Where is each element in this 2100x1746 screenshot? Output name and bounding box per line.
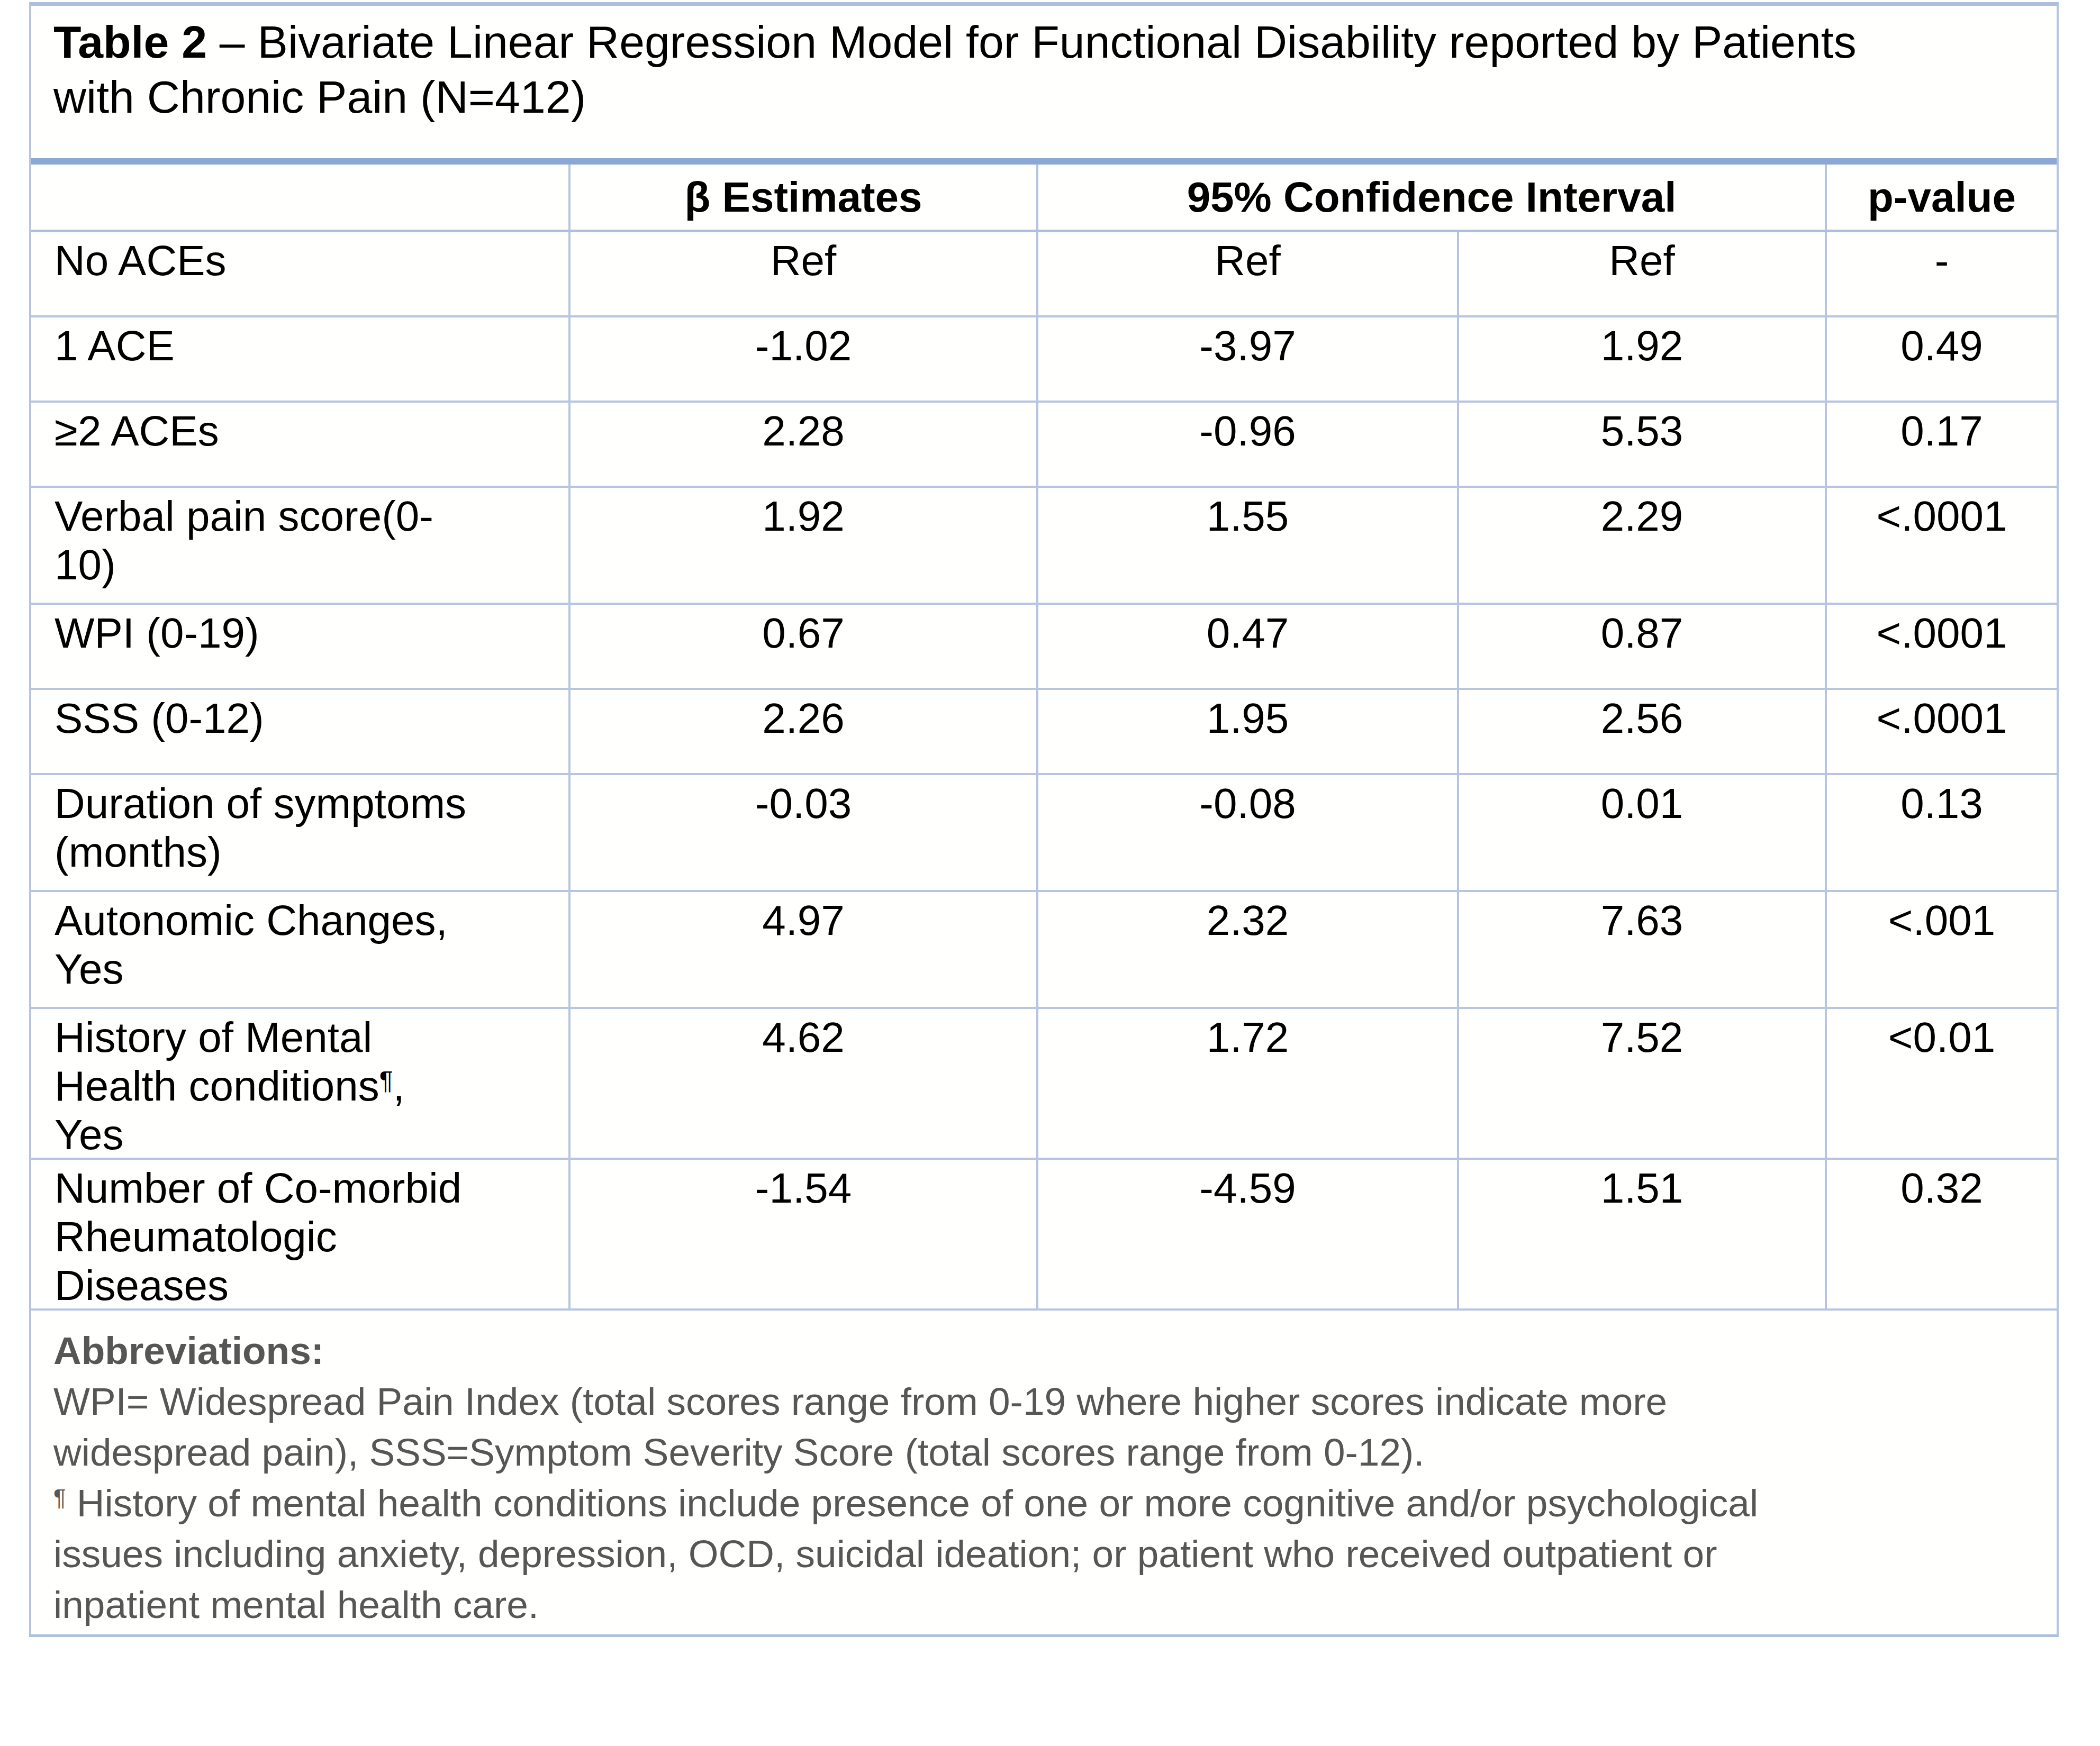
beta-estimate: 4.62 (571, 1009, 1038, 1158)
beta-estimate: 2.28 (571, 403, 1038, 486)
ci-upper: 5.53 (1459, 403, 1827, 486)
row-label: SSS (0-12) (31, 690, 571, 773)
p-value: 0.49 (1827, 317, 2057, 401)
ci-lower: -0.08 (1038, 775, 1459, 890)
table-number: Table 2 (53, 16, 207, 67)
table-caption: – Bivariate Linear Regression Model for … (53, 16, 1857, 122)
ci-lower: -4.59 (1038, 1160, 1459, 1308)
header-p-value: p-value (1827, 165, 2057, 230)
ci-lower: 2.32 (1038, 892, 1459, 1007)
ci-lower: 1.95 (1038, 690, 1459, 773)
beta-estimate: -1.54 (571, 1160, 1038, 1308)
row-label: Verbal pain score(0- 10) (31, 488, 571, 603)
table-row-wpi: WPI (0-19) 0.67 0.47 0.87 <.0001 (31, 605, 2057, 690)
ci-upper: Ref (1459, 232, 1827, 315)
beta-estimate: Ref (571, 232, 1038, 315)
table-row-verbal-pain-score: Verbal pain score(0- 10) 1.92 1.55 2.29 … (31, 488, 2057, 605)
ci-upper: 0.01 (1459, 775, 1827, 890)
footnotes-block: Abbreviations: WPI= Widespread Pain Inde… (31, 1311, 2057, 1634)
ci-upper: 2.29 (1459, 488, 1827, 603)
ci-lower: -0.96 (1038, 403, 1459, 486)
beta-estimate: -1.02 (571, 317, 1038, 401)
ci-upper: 1.92 (1459, 317, 1827, 401)
table-row-1-ace: 1 ACE -1.02 -3.97 1.92 0.49 (31, 317, 2057, 403)
p-value: 0.17 (1827, 403, 2057, 486)
row-label: Duration of symptoms (months) (31, 775, 571, 890)
beta-estimate: 0.67 (571, 605, 1038, 688)
table-row-comorbid-rheumatologic: Number of Co-morbid Rheumatologic Diseas… (31, 1160, 2057, 1311)
row-label: ≥2 ACEs (31, 403, 571, 486)
p-value: <.0001 (1827, 488, 2057, 603)
ci-lower: 1.55 (1038, 488, 1459, 603)
ci-upper: 2.56 (1459, 690, 1827, 773)
header-empty-cell (31, 165, 571, 230)
abbreviations-heading: Abbreviations: (53, 1325, 2020, 1376)
ci-lower: 1.72 (1038, 1009, 1459, 1158)
table-row-duration-of-symptoms: Duration of symptoms (months) -0.03 -0.0… (31, 775, 2057, 892)
table-title: Table 2 – Bivariate Linear Regression Mo… (31, 6, 2057, 165)
table-row-sss: SSS (0-12) 2.26 1.95 2.56 <.0001 (31, 690, 2057, 775)
pilcrow-text: History of mental health conditions incl… (53, 1481, 1758, 1626)
table-row-autonomic-changes: Autonomic Changes, Yes 4.97 2.32 7.63 <.… (31, 892, 2057, 1009)
regression-results-table: Table 2 – Bivariate Linear Regression Mo… (29, 2, 2059, 1637)
row-label: No ACEs (31, 232, 571, 315)
p-value: 0.32 (1827, 1160, 2057, 1308)
ci-lower: 0.47 (1038, 605, 1459, 688)
row-label: 1 ACE (31, 317, 571, 401)
row-label: Number of Co-morbid Rheumatologic Diseas… (31, 1160, 571, 1308)
row-label: WPI (0-19) (31, 605, 571, 688)
p-value: <0.01 (1827, 1009, 2057, 1158)
p-value: <.0001 (1827, 690, 2057, 773)
p-value: <.001 (1827, 892, 2057, 1007)
ci-upper: 7.63 (1459, 892, 1827, 1007)
pilcrow-footnote: ¶ History of mental health conditions in… (53, 1478, 2020, 1630)
table-row-2-aces: ≥2 ACEs 2.28 -0.96 5.53 0.17 (31, 403, 2057, 488)
header-row: β Estimates 95% Confidence Interval p-va… (31, 165, 2057, 232)
table-row-mental-health-history: History of Mental Health conditions¶, Ye… (31, 1009, 2057, 1160)
beta-estimate: 4.97 (571, 892, 1038, 1007)
beta-estimate: 2.26 (571, 690, 1038, 773)
ci-upper: 7.52 (1459, 1009, 1827, 1158)
ci-lower: -3.97 (1038, 317, 1459, 401)
ci-upper: 0.87 (1459, 605, 1827, 688)
pilcrow-marker: ¶ (53, 1485, 66, 1511)
row-label: History of Mental Health conditions¶, Ye… (31, 1009, 571, 1158)
beta-estimate: 1.92 (571, 488, 1038, 603)
ci-upper: 1.51 (1459, 1160, 1827, 1308)
beta-estimate: -0.03 (571, 775, 1038, 890)
header-confidence-interval: 95% Confidence Interval (1038, 165, 1827, 230)
p-value: - (1827, 232, 2057, 315)
row-label: Autonomic Changes, Yes (31, 892, 571, 1007)
p-value: 0.13 (1827, 775, 2057, 890)
ci-lower: Ref (1038, 232, 1459, 315)
p-value: <.0001 (1827, 605, 2057, 688)
header-beta-estimates: β Estimates (571, 165, 1038, 230)
table-row-no-aces: No ACEs Ref Ref Ref - (31, 232, 2057, 317)
abbreviations-text: WPI= Widespread Pain Index (total scores… (53, 1376, 2020, 1478)
